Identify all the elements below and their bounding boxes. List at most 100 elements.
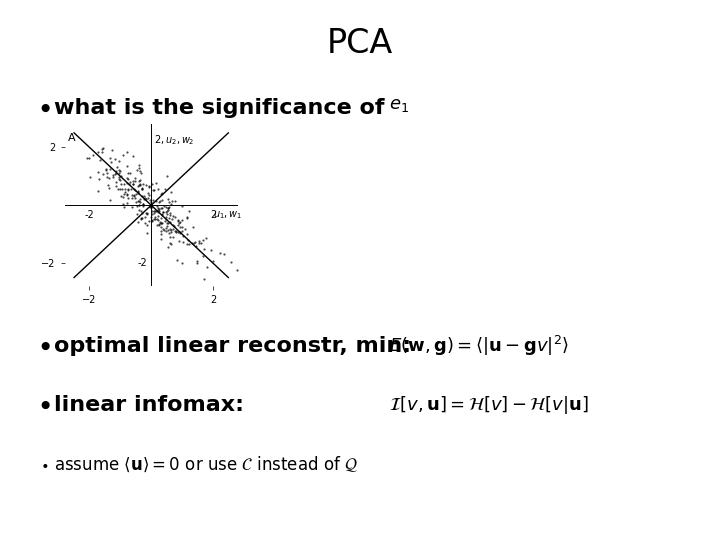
Point <box>110 167 122 176</box>
Point <box>161 207 172 216</box>
Point <box>168 221 179 230</box>
Point <box>132 197 143 205</box>
Point <box>140 221 152 230</box>
Point <box>174 227 186 236</box>
Point <box>158 201 170 210</box>
Point <box>156 190 167 198</box>
Point <box>156 196 168 205</box>
Point <box>202 262 213 271</box>
Point <box>167 212 179 220</box>
Text: linear infomax:: linear infomax: <box>54 395 244 415</box>
Point <box>132 187 144 196</box>
Point <box>100 165 112 174</box>
Point <box>166 200 177 209</box>
Point <box>127 191 138 199</box>
Point <box>104 174 115 183</box>
Point <box>174 223 186 232</box>
Point <box>115 179 127 188</box>
Point <box>121 148 132 157</box>
Point <box>101 172 112 181</box>
Point <box>147 216 158 225</box>
Point <box>133 164 145 173</box>
Point <box>181 230 192 238</box>
Point <box>181 214 192 222</box>
Point <box>122 186 133 195</box>
Text: PCA: PCA <box>327 27 393 60</box>
Point <box>110 178 122 186</box>
Point <box>136 208 148 217</box>
Point <box>205 246 217 254</box>
Point <box>94 156 105 164</box>
Point <box>153 198 165 206</box>
Point <box>186 239 198 248</box>
Point <box>97 144 109 153</box>
Point <box>128 185 140 194</box>
Point <box>164 211 176 219</box>
Point <box>165 187 176 196</box>
Point <box>135 214 146 223</box>
Point <box>173 215 184 224</box>
Point <box>164 225 176 233</box>
Point <box>160 202 171 211</box>
Point <box>145 217 157 225</box>
Point <box>176 259 188 267</box>
Point <box>148 186 160 194</box>
Point <box>136 185 148 193</box>
Point <box>146 202 158 211</box>
Text: $\bullet$: $\bullet$ <box>36 94 50 122</box>
Point <box>156 213 167 222</box>
Text: 2: 2 <box>210 210 216 220</box>
Point <box>150 179 162 188</box>
Point <box>133 206 145 214</box>
Point <box>148 186 159 194</box>
Point <box>110 168 122 177</box>
Point <box>181 240 192 248</box>
Point <box>140 194 151 202</box>
Point <box>133 197 145 205</box>
Point <box>149 206 161 215</box>
Point <box>112 185 124 193</box>
Point <box>207 256 219 265</box>
Point <box>127 177 139 185</box>
Point <box>135 195 146 204</box>
Point <box>119 187 130 196</box>
Point <box>167 233 179 241</box>
Text: optimal linear reconstr, min:: optimal linear reconstr, min: <box>54 335 419 356</box>
Point <box>153 220 165 228</box>
Point <box>161 212 172 221</box>
Point <box>132 210 143 218</box>
Point <box>142 229 153 238</box>
Point <box>114 176 125 185</box>
Point <box>132 186 144 195</box>
Point <box>97 170 109 179</box>
Point <box>127 180 139 188</box>
Point <box>132 201 144 210</box>
Point <box>160 224 171 233</box>
Point <box>167 220 179 229</box>
Point <box>131 166 143 174</box>
Point <box>218 249 230 258</box>
Point <box>138 201 149 210</box>
Text: $2, u_2, w_2$: $2, u_2, w_2$ <box>154 133 195 147</box>
Point <box>122 179 133 187</box>
Point <box>130 190 142 199</box>
Point <box>177 232 189 240</box>
Point <box>135 176 146 185</box>
Point <box>197 235 209 244</box>
Point <box>178 238 189 247</box>
Point <box>125 185 137 194</box>
Point <box>145 200 157 208</box>
Point <box>156 189 168 198</box>
Point <box>152 212 163 220</box>
Point <box>163 203 174 212</box>
Point <box>136 185 148 193</box>
Point <box>198 274 210 283</box>
Point <box>105 158 117 167</box>
Point <box>152 208 163 217</box>
Point <box>184 207 195 216</box>
Point <box>140 208 152 217</box>
Point <box>143 182 155 191</box>
Point <box>164 208 176 217</box>
Point <box>110 181 122 190</box>
Point <box>118 179 130 188</box>
